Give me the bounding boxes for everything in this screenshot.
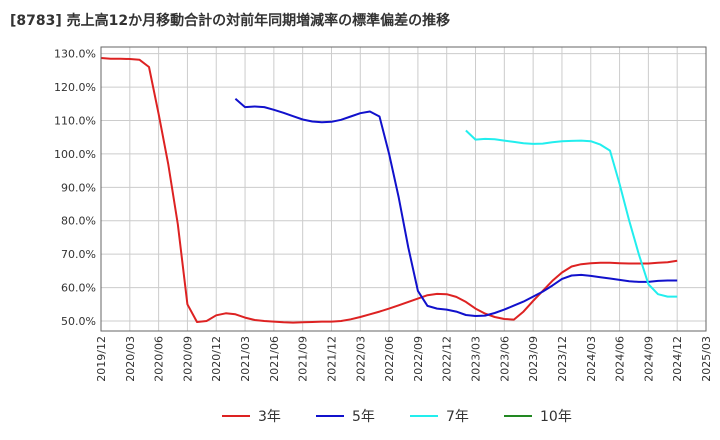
x-tick-label: 2024/03 [585,336,598,382]
legend-item: 7年 [410,404,469,428]
x-tick-label: 2025/03 [700,336,713,382]
legend-swatch [410,415,438,417]
legend-label: 5年 [352,409,375,425]
x-tick-label: 2022/03 [354,336,367,382]
x-tick-label: 2023/12 [556,336,569,382]
x-tick-label: 2023/06 [498,336,511,382]
plot-frame [100,46,707,332]
x-tick-label: 2019/12 [95,336,108,382]
x-tick-label: 2021/09 [297,336,310,382]
legend-item: 10年 [504,404,572,428]
x-tick-label: 2023/03 [470,336,483,382]
series-line-3年 [100,57,678,324]
x-tick-label: 2022/09 [412,336,425,382]
x-tick-label: 2020/03 [124,336,137,382]
series-line-7年 [465,129,678,298]
series-line-5年 [234,98,678,317]
legend-item: 5年 [316,404,375,428]
legend-swatch [316,415,344,417]
y-tick-label: 110.0% [54,115,96,128]
x-axis-ticks: 2019/12 2020/03 2020/06 2020/09 2020/12 2021/… [95,336,713,382]
y-tick-label: 60.0% [61,282,96,295]
x-tick-label: 2021/03 [239,336,252,382]
y-tick-label: 90.0% [61,181,96,194]
legend-label: 10年 [540,409,572,425]
y-tick-label: 130.0% [54,48,96,61]
chart-grid [100,47,707,331]
x-tick-label: 2020/06 [153,336,166,382]
x-tick-label: 2021/06 [268,336,281,382]
x-tick-label: 2020/12 [210,336,223,382]
legend-swatch [504,415,532,417]
x-tick-label: 2024/09 [642,336,655,382]
y-tick-label: 100.0% [54,148,96,161]
legend-item: 3年 [222,404,281,428]
x-tick-label: 2023/09 [527,336,540,382]
x-tick-label: 2024/12 [671,336,684,382]
y-tick-label: 120.0% [54,81,96,94]
legend-swatch [222,415,250,417]
y-tick-label: 80.0% [61,215,96,228]
chart-series [100,57,678,324]
legend-label: 3年 [258,409,281,425]
y-axis-ticks: 50.0% 60.0% 70.0% 80.0% 90.0% 100.0% 110.0% 120… [54,48,96,328]
y-tick-label: 70.0% [61,248,96,261]
x-tick-label: 2022/12 [441,336,454,382]
chart-legend: 3年 5年 7年 10年 [0,404,720,428]
x-tick-label: 2021/12 [325,336,338,382]
y-tick-label: 50.0% [61,315,96,328]
x-tick-label: 2024/06 [614,336,627,382]
x-tick-label: 2022/06 [383,336,396,382]
chart-title: [8783] 売上高12か月移動合計の対前年同期増減率の標準偏差の推移 [10,13,451,29]
legend-label: 7年 [446,409,469,425]
x-tick-label: 2020/09 [181,336,194,382]
